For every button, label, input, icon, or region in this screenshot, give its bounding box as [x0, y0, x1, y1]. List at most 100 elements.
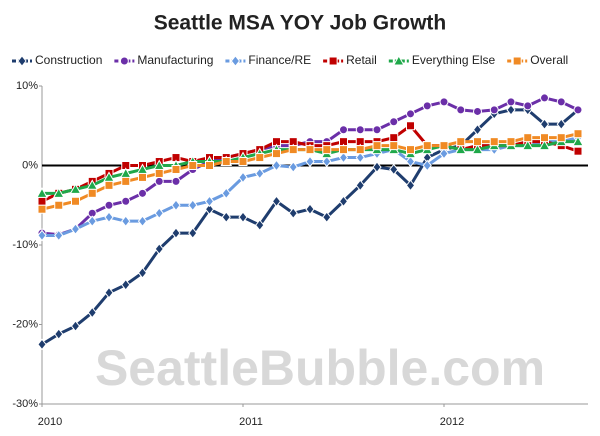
data-point — [104, 180, 114, 190]
data-point — [454, 143, 467, 155]
data-point — [137, 267, 148, 279]
data-point — [138, 172, 147, 182]
data-point — [87, 215, 97, 227]
data-point — [271, 195, 282, 208]
data-point — [422, 101, 432, 111]
data-point — [221, 187, 231, 200]
data-point — [171, 164, 181, 174]
x-tick-label: 2011 — [239, 416, 263, 428]
data-point — [521, 139, 534, 151]
data-point — [37, 204, 47, 214]
data-point — [188, 199, 198, 212]
data-point — [305, 145, 315, 155]
data-point — [439, 147, 449, 160]
data-point — [456, 137, 466, 147]
legend-marker — [512, 56, 522, 66]
legend-label: Construction — [35, 53, 102, 67]
legend-label: Overall — [530, 53, 568, 67]
data-point — [473, 106, 482, 116]
data-point — [69, 183, 82, 194]
data-point — [389, 163, 399, 176]
data-point — [37, 229, 47, 242]
data-point — [506, 137, 516, 147]
data-point — [121, 278, 131, 291]
data-point — [204, 195, 215, 208]
data-point — [389, 141, 399, 151]
data-point — [238, 211, 248, 223]
data-point — [339, 145, 348, 155]
y-tick-label: -20% — [12, 318, 38, 330]
data-point — [271, 159, 282, 172]
data-point — [573, 105, 583, 115]
data-point — [322, 211, 332, 223]
legend-marker — [328, 56, 338, 66]
data-point — [70, 320, 81, 332]
data-point — [238, 157, 248, 167]
data-point — [338, 151, 349, 164]
data-point — [272, 149, 281, 159]
data-point — [540, 133, 549, 143]
data-point — [288, 161, 298, 173]
data-point — [255, 167, 265, 180]
data-point — [539, 118, 550, 130]
data-point — [238, 171, 248, 184]
data-point — [573, 129, 583, 139]
data-point — [556, 97, 566, 107]
data-point — [405, 155, 416, 168]
data-point — [439, 141, 449, 151]
series — [37, 129, 583, 214]
data-point — [406, 145, 415, 155]
data-point — [372, 161, 382, 173]
data-point — [204, 203, 215, 216]
legend-label: Finance/RE — [248, 53, 311, 67]
data-point — [154, 243, 164, 255]
y-tick-label: -30% — [12, 398, 38, 410]
data-point — [36, 187, 48, 198]
data-point — [255, 219, 265, 231]
data-point — [121, 176, 131, 186]
data-point — [188, 227, 198, 239]
data-point — [439, 97, 449, 107]
data-point — [37, 338, 47, 351]
data-point — [305, 203, 315, 216]
data-point — [506, 104, 516, 116]
data-point — [138, 188, 147, 198]
data-point — [355, 179, 365, 192]
y-tick-label: 10% — [16, 80, 38, 92]
data-point — [405, 179, 416, 192]
data-point — [288, 207, 298, 220]
data-point — [87, 188, 97, 198]
data-point — [573, 146, 583, 156]
data-point — [322, 145, 332, 155]
data-point — [288, 145, 298, 155]
data-point — [339, 125, 348, 135]
watermark: SeattleBubble.com — [95, 340, 545, 396]
data-point — [154, 168, 164, 178]
data-point — [171, 199, 181, 212]
data-point — [338, 195, 349, 208]
data-point — [154, 176, 164, 186]
data-point — [322, 155, 332, 168]
data-point — [471, 143, 484, 155]
data-point — [154, 207, 164, 220]
data-point — [556, 133, 566, 143]
data-point — [422, 141, 432, 151]
data-point — [540, 93, 549, 103]
data-point — [506, 97, 516, 107]
data-point — [406, 121, 415, 131]
data-point — [305, 155, 315, 168]
legend-label: Everything Else — [412, 53, 496, 67]
data-point — [205, 161, 214, 170]
data-point — [52, 187, 65, 198]
y-tick-label: -10% — [12, 239, 38, 251]
data-point — [171, 227, 181, 239]
data-point — [422, 159, 432, 172]
data-point — [489, 137, 499, 147]
data-point — [221, 211, 231, 223]
data-point — [556, 118, 566, 130]
data-point — [456, 105, 466, 115]
data-point — [372, 125, 382, 135]
data-point — [489, 105, 499, 115]
data-point — [121, 215, 131, 227]
